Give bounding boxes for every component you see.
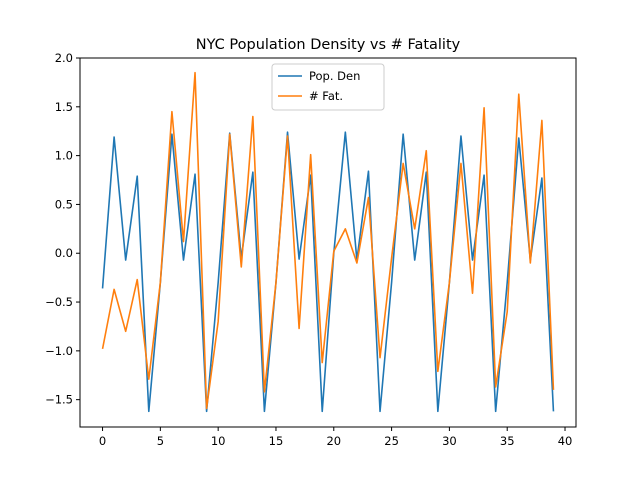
y-tick-label: −1.5 <box>45 393 73 407</box>
x-tick-label: 20 <box>326 434 341 448</box>
x-tick-label: 35 <box>500 434 515 448</box>
x-tick-label: 25 <box>384 434 399 448</box>
x-tick-label: 15 <box>269 434 284 448</box>
y-tick-label: 2.0 <box>55 51 73 65</box>
x-tick-label: 0 <box>99 434 106 448</box>
legend: Pop. Den # Fat. <box>271 63 385 111</box>
y-tick-label: 1.5 <box>55 100 73 114</box>
x-tick-label: 40 <box>558 434 573 448</box>
x-tick-label: 10 <box>211 434 226 448</box>
plot-area <box>80 58 576 427</box>
chart-title: NYC Population Density vs # Fatality <box>196 37 461 53</box>
y-tick-label: 0.0 <box>55 246 73 260</box>
x-tick-label: 5 <box>157 434 164 448</box>
y-tick-label: 1.0 <box>55 149 73 163</box>
x-tick-label: 30 <box>442 434 457 448</box>
y-tick-label: −0.5 <box>45 295 73 309</box>
axes-frame <box>79 57 577 428</box>
series-lines <box>101 71 555 413</box>
y-tick-label: −1.0 <box>45 344 73 358</box>
axes: 0 5 10 15 20 25 30 35 40 −1.5 −1.0 −0.5 0.0 0.5 1.0 1.5… <box>45 51 577 448</box>
legend-label-0: Pop. Den <box>309 69 360 83</box>
legend-label-1: # Fat. <box>309 89 343 103</box>
series-line-0 <box>101 131 555 413</box>
series-line-1 <box>101 71 555 410</box>
y-tick-label: 0.5 <box>55 197 73 211</box>
